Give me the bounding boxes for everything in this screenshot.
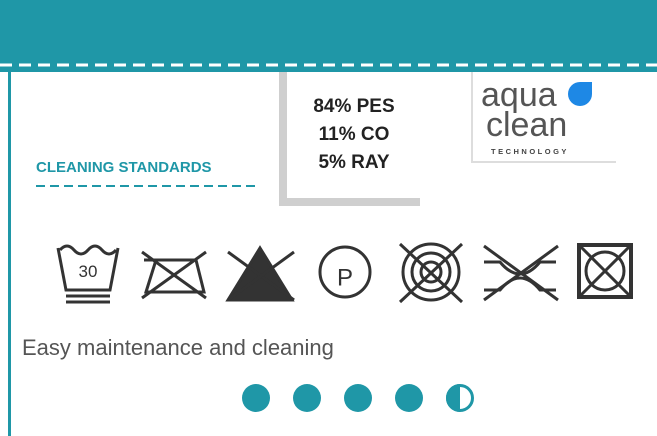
tumble-square	[577, 243, 633, 299]
cross	[398, 242, 464, 304]
rating-dot	[344, 384, 372, 412]
logo-text: clean	[486, 106, 567, 144]
description: Easy maintenance and cleaning	[22, 335, 334, 360]
cross	[483, 244, 559, 302]
rating-dot	[242, 384, 270, 412]
wash-water	[58, 244, 118, 256]
logo-text: aqua	[481, 76, 557, 114]
composition-line: 84% PES	[313, 96, 394, 117]
logo-tagline: TECHNOLOGY	[491, 147, 569, 156]
dry-circle	[401, 242, 461, 302]
logo-border-bottom	[471, 161, 616, 163]
dry-circle	[419, 260, 443, 284]
wash-tub	[56, 247, 120, 292]
rating	[242, 384, 474, 412]
rating-dot	[293, 384, 321, 412]
composition-line: 11% CO	[319, 124, 390, 145]
logo-drop	[568, 82, 592, 106]
care-icons	[56, 242, 633, 304]
composition-border-bottom	[279, 198, 420, 206]
wash-temperature: 30	[79, 262, 98, 281]
header-band	[0, 0, 657, 72]
tumble-circle	[584, 250, 626, 292]
cross	[577, 243, 633, 299]
cross	[227, 250, 295, 302]
composition-border-left	[279, 72, 287, 206]
dry-circle	[410, 251, 452, 293]
composition: 84% PES 11% CO 5% RAY	[313, 96, 394, 173]
logo-border-left	[471, 72, 473, 163]
left-border	[8, 72, 11, 436]
heading: CLEANING STANDARDS	[36, 159, 212, 176]
rating-dot	[395, 384, 423, 412]
rating-dot-partial	[446, 384, 460, 412]
wring	[484, 260, 556, 292]
composition-line: 5% RAY	[318, 152, 389, 173]
dryclean-circle	[318, 245, 372, 299]
dryclean-letter: P	[337, 264, 353, 291]
cross	[141, 250, 207, 300]
